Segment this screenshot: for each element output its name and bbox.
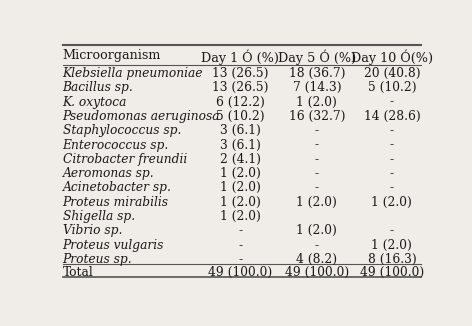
Text: 49 (100.0): 49 (100.0) [360,266,424,279]
Text: 1 (2.0): 1 (2.0) [296,224,337,237]
Text: -: - [238,253,242,266]
Text: -: - [315,124,319,137]
Text: Total: Total [63,266,93,279]
Text: Staphylococcus sp.: Staphylococcus sp. [63,124,181,137]
Text: 49 (100.0): 49 (100.0) [285,266,349,279]
Text: Proteus vulgaris: Proteus vulgaris [63,239,164,252]
Text: -: - [315,167,319,180]
Text: K. oxytoca: K. oxytoca [63,96,127,109]
Text: 5 (10.2): 5 (10.2) [216,110,264,123]
Text: -: - [238,224,242,237]
Text: Aeromonas sp.: Aeromonas sp. [63,167,154,180]
Text: 6 (12.2): 6 (12.2) [216,96,264,109]
Text: 13 (26.5): 13 (26.5) [212,81,268,94]
Text: 18 (36.7): 18 (36.7) [289,67,345,80]
Text: -: - [315,239,319,252]
Text: 4 (8.2): 4 (8.2) [296,253,337,266]
Text: 1 (2.0): 1 (2.0) [296,196,337,209]
Text: Bacillus sp.: Bacillus sp. [63,81,134,94]
Text: 1 (2.0): 1 (2.0) [296,96,337,109]
Text: Pseudomonas aeruginosa: Pseudomonas aeruginosa [63,110,220,123]
Text: 1 (2.0): 1 (2.0) [219,196,261,209]
Text: Proteus mirabilis: Proteus mirabilis [63,196,169,209]
Text: 8 (16.3): 8 (16.3) [368,253,416,266]
Text: -: - [390,124,394,137]
Text: -: - [238,239,242,252]
Text: 1 (2.0): 1 (2.0) [219,182,261,194]
Text: Shigella sp.: Shigella sp. [63,210,135,223]
Text: Vibrio sp.: Vibrio sp. [63,224,122,237]
Text: -: - [390,139,394,152]
Text: Proteus sp.: Proteus sp. [63,253,132,266]
Text: 3 (6.1): 3 (6.1) [219,139,261,152]
Text: -: - [315,182,319,194]
Text: -: - [390,224,394,237]
Text: -: - [390,96,394,109]
Text: 49 (100.0): 49 (100.0) [208,266,272,279]
Text: Day 5 Ó (%): Day 5 Ó (%) [278,49,356,65]
Text: 5 (10.2): 5 (10.2) [368,81,416,94]
Text: Microorganism: Microorganism [63,49,161,62]
Text: 3 (6.1): 3 (6.1) [219,124,261,137]
Text: 14 (28.6): 14 (28.6) [363,110,420,123]
Text: -: - [390,167,394,180]
Text: Enterococcus sp.: Enterococcus sp. [63,139,169,152]
Text: -: - [390,182,394,194]
Text: 13 (26.5): 13 (26.5) [212,67,268,80]
Text: 16 (32.7): 16 (32.7) [289,110,345,123]
Text: Klebsiella pneumoniae: Klebsiella pneumoniae [63,67,203,80]
Text: Acinetobacter sp.: Acinetobacter sp. [63,182,171,194]
Text: 1 (2.0): 1 (2.0) [371,196,413,209]
Text: 7 (14.3): 7 (14.3) [293,81,341,94]
Text: Day 10 Ó(%): Day 10 Ó(%) [351,49,433,65]
Text: -: - [315,153,319,166]
Text: 2 (4.1): 2 (4.1) [219,153,261,166]
Text: 1 (2.0): 1 (2.0) [371,239,413,252]
Text: 1 (2.0): 1 (2.0) [219,210,261,223]
Text: -: - [390,153,394,166]
Text: 20 (40.8): 20 (40.8) [363,67,420,80]
Text: Day 1 Ó (%): Day 1 Ó (%) [201,49,279,65]
Text: Citrobacter freundii: Citrobacter freundii [63,153,187,166]
Text: -: - [315,139,319,152]
Text: 1 (2.0): 1 (2.0) [219,167,261,180]
